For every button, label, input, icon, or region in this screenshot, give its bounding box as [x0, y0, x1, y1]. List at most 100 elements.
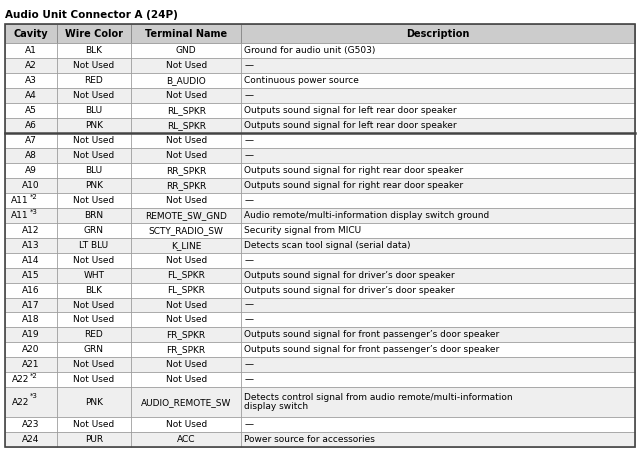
Bar: [241, 118, 635, 133]
Text: LT BLU: LT BLU: [79, 241, 108, 250]
Text: —: —: [244, 196, 253, 205]
Bar: [131, 223, 241, 238]
Bar: [131, 178, 241, 193]
Bar: [5, 372, 57, 387]
Text: BLU: BLU: [85, 106, 102, 115]
Text: A19: A19: [22, 330, 40, 339]
Bar: [241, 238, 635, 253]
Text: A7: A7: [25, 136, 36, 145]
Bar: [241, 357, 635, 372]
Text: *3: *3: [30, 209, 38, 215]
Text: Security signal from MICU: Security signal from MICU: [244, 226, 362, 235]
Text: A8: A8: [25, 151, 36, 160]
Text: RED: RED: [84, 330, 103, 339]
Bar: [131, 58, 241, 73]
Bar: [131, 88, 241, 103]
Text: A24: A24: [22, 435, 40, 444]
Text: Not Used: Not Used: [73, 360, 115, 369]
Bar: [5, 253, 57, 268]
Bar: [5, 342, 57, 357]
Text: Not Used: Not Used: [166, 91, 207, 100]
Text: REMOTE_SW_GND: REMOTE_SW_GND: [145, 211, 227, 220]
Text: Detects control signal from audio remote/multi-information: Detects control signal from audio remote…: [244, 393, 513, 402]
Bar: [5, 118, 57, 133]
Bar: [131, 297, 241, 312]
Text: A16: A16: [22, 286, 40, 295]
Text: GND: GND: [176, 46, 196, 55]
Text: K_LINE: K_LINE: [171, 241, 202, 250]
Text: RL_SPKR: RL_SPKR: [166, 106, 205, 115]
Bar: [241, 417, 635, 432]
Bar: [131, 312, 241, 328]
Text: —: —: [244, 61, 253, 70]
Text: PNK: PNK: [85, 121, 103, 130]
Bar: [5, 88, 57, 103]
Text: —: —: [244, 256, 253, 265]
Text: Not Used: Not Used: [73, 151, 115, 160]
Bar: [57, 238, 131, 253]
Bar: [57, 253, 131, 268]
Bar: [5, 178, 57, 193]
Text: A21: A21: [22, 360, 40, 369]
Bar: [57, 432, 131, 447]
Bar: [5, 328, 57, 342]
Text: *3: *3: [30, 392, 38, 399]
Bar: [57, 133, 131, 148]
Text: Cavity: Cavity: [13, 29, 48, 39]
Bar: [241, 163, 635, 178]
Bar: [57, 372, 131, 387]
Bar: [57, 44, 131, 58]
Bar: [131, 342, 241, 357]
Text: —: —: [244, 91, 253, 100]
Text: Continuous power source: Continuous power source: [244, 76, 359, 86]
Bar: [241, 297, 635, 312]
Text: Audio remote/multi-information display switch ground: Audio remote/multi-information display s…: [244, 211, 490, 220]
Text: Not Used: Not Used: [73, 375, 115, 384]
Bar: [57, 268, 131, 283]
Bar: [5, 238, 57, 253]
Text: A17: A17: [22, 301, 40, 310]
Text: BLK: BLK: [85, 286, 102, 295]
Bar: [241, 44, 635, 58]
Text: FL_SPKR: FL_SPKR: [167, 270, 205, 279]
Bar: [57, 163, 131, 178]
Bar: [131, 133, 241, 148]
Bar: [131, 372, 241, 387]
Text: BLU: BLU: [85, 166, 102, 175]
Text: A15: A15: [22, 270, 40, 279]
Text: A13: A13: [22, 241, 40, 250]
Text: —: —: [244, 420, 253, 429]
Bar: [57, 193, 131, 208]
Text: A22: A22: [12, 398, 29, 407]
Bar: [5, 417, 57, 432]
Text: —: —: [244, 360, 253, 369]
Text: FR_SPKR: FR_SPKR: [166, 345, 205, 354]
Bar: [5, 297, 57, 312]
Bar: [241, 103, 635, 118]
Bar: [241, 88, 635, 103]
Text: Not Used: Not Used: [166, 151, 207, 160]
Text: Outputs sound signal for driver’s door speaker: Outputs sound signal for driver’s door s…: [244, 286, 455, 295]
Bar: [241, 208, 635, 223]
Text: GRN: GRN: [84, 345, 104, 354]
Bar: [241, 148, 635, 163]
Text: —: —: [244, 375, 253, 384]
Bar: [131, 118, 241, 133]
Text: PNK: PNK: [85, 398, 103, 407]
Text: Outputs sound signal for driver’s door speaker: Outputs sound signal for driver’s door s…: [244, 270, 455, 279]
Bar: [57, 283, 131, 297]
Bar: [5, 24, 57, 44]
Text: Not Used: Not Used: [73, 256, 115, 265]
Bar: [241, 372, 635, 387]
Bar: [5, 312, 57, 328]
Bar: [131, 268, 241, 283]
Bar: [131, 44, 241, 58]
Bar: [241, 133, 635, 148]
Text: RR_SPKR: RR_SPKR: [166, 166, 206, 175]
Bar: [241, 328, 635, 342]
Bar: [57, 88, 131, 103]
Text: Not Used: Not Used: [73, 136, 115, 145]
Text: Outputs sound signal for right rear door speaker: Outputs sound signal for right rear door…: [244, 181, 463, 190]
Bar: [131, 24, 241, 44]
Text: Not Used: Not Used: [166, 420, 207, 429]
